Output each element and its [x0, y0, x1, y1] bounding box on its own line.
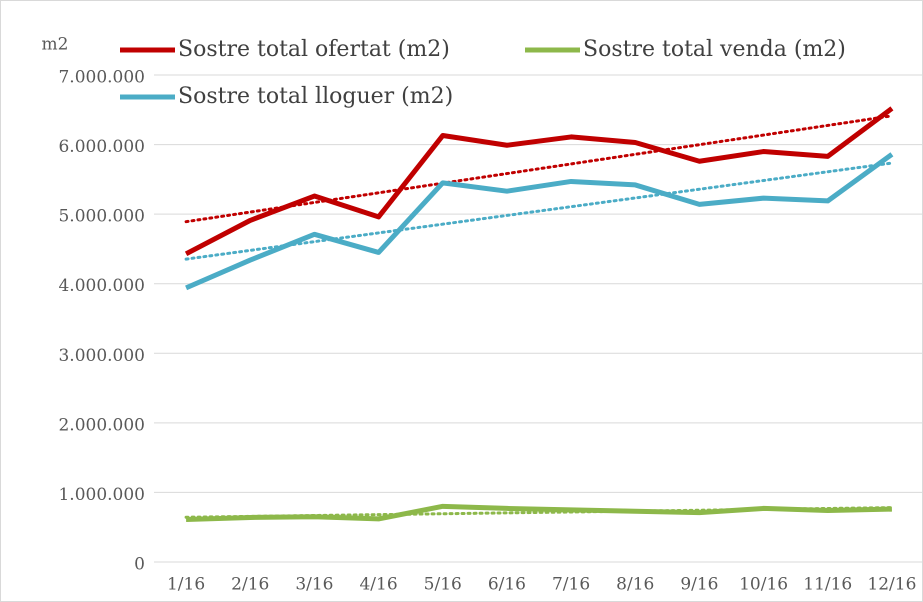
- y-tick-label: 0: [134, 555, 145, 575]
- y-tick-label: 1.000.000: [58, 485, 145, 505]
- y-axis-label: m2: [42, 35, 69, 55]
- y-tick-label: 2.000.000: [58, 415, 145, 435]
- trendline: [184, 114, 894, 224]
- x-tick-label: 4/16: [359, 575, 397, 595]
- x-tick-label: 2/16: [231, 575, 269, 595]
- legend-label: Sostre total venda (m2): [583, 37, 846, 62]
- x-tick-label: 5/16: [424, 575, 462, 595]
- trendline: [184, 161, 894, 261]
- series-line: [184, 106, 894, 257]
- x-tick-label: 11/16: [803, 575, 852, 595]
- x-tick-label: 9/16: [680, 575, 718, 595]
- x-tick-label: 1/16: [167, 575, 205, 595]
- x-tick-label: 10/16: [739, 575, 788, 595]
- x-tick-label: 8/16: [616, 575, 654, 595]
- x-tick-label: 6/16: [488, 575, 526, 595]
- y-tick-label: 7.000.000: [58, 68, 145, 88]
- y-tick-label: 5.000.000: [58, 207, 145, 227]
- legend-label: Sostre total ofertat (m2): [178, 37, 450, 62]
- legend-label: Sostre total lloguer (m2): [178, 84, 453, 109]
- y-tick-label: 6.000.000: [58, 137, 145, 157]
- series-line: [185, 152, 894, 291]
- series-line: [186, 503, 892, 523]
- y-tick-label: 4.000.000: [58, 276, 145, 296]
- x-tick-label: 3/16: [295, 575, 333, 595]
- y-tick-label: 3.000.000: [58, 346, 145, 366]
- x-tick-label: 12/16: [867, 575, 916, 595]
- x-tick-label: 7/16: [552, 575, 590, 595]
